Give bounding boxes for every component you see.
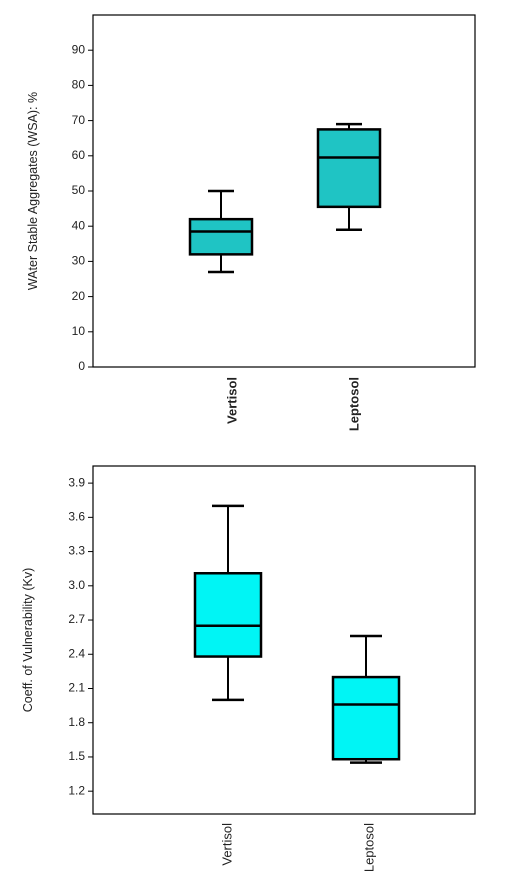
chart-2-y-axis: 1.2 1.5 1.8 2.1 2.4 2.7 3.0 3.3 3.6 3.9 (68, 475, 93, 797)
chart-2-boxes (193, 504, 401, 764)
chart-1-y-tick-label: 0 (78, 359, 85, 373)
chart-2-y-tick-label: 1.2 (68, 783, 85, 797)
chart-1-y-tick-label: 50 (72, 183, 86, 197)
chart-2-box-vertisol (193, 504, 263, 702)
chart-2-y-tick-label: 2.1 (68, 681, 85, 695)
chart-2-y-tick-label: 3.0 (68, 578, 85, 592)
chart-1-box-leptosol (316, 122, 382, 231)
chart-1-y-tick-label: 10 (72, 324, 86, 338)
chart-2-y-tick-label: 2.7 (68, 612, 85, 626)
chart-2-y-tick-label: 1.5 (68, 749, 85, 763)
chart-2-plot-frame (92, 465, 476, 815)
chart-1-y-tick-label: 20 (72, 289, 86, 303)
chart-2: 1.2 1.5 1.8 2.1 2.4 2.7 3.0 3.3 3.6 3.9 Coeff. of… (21, 465, 476, 872)
chart-1-y-tick-label: 90 (72, 42, 86, 56)
chart-1-y-tick-label: 70 (72, 113, 86, 127)
chart-1-y-tick-label: 30 (72, 254, 86, 268)
chart-1-box-leptosol-iqr-box (316, 128, 382, 209)
chart-2-category-label-leptosol: Leptosol (361, 823, 376, 872)
chart-2-y-tick-label: 3.9 (68, 475, 85, 489)
chart-2-y-tick-label: 2.4 (68, 646, 85, 660)
chart-1-category-label-vertisol: Vertisol (224, 377, 239, 424)
chart-1-boxes (188, 122, 382, 274)
chart-1-y-tick-label: 80 (72, 78, 86, 92)
chart-2-box-vertisol-iqr-box (193, 572, 263, 658)
chart-1-y-axis-label: WAter Stable Aggregates (WSA): % (26, 92, 40, 290)
chart-2-y-tick-label: 3.3 (68, 544, 85, 558)
chart-1-box-vertisol (188, 189, 254, 274)
chart-1-y-tick-label: 40 (72, 218, 86, 232)
chart-1-y-axis: 0 10 20 30 40 50 60 70 80 90 (72, 42, 93, 373)
chart-1-y-tick-label: 60 (72, 148, 86, 162)
chart-2-y-tick-label: 3.6 (68, 510, 85, 524)
chart-2-category-label-vertisol: Vertisol (219, 823, 234, 866)
chart-2-y-axis-label: Coeff. of Vulnerability (Kv) (21, 568, 35, 713)
chart-1-plot-frame (92, 14, 476, 368)
chart-2-box-leptosol (331, 634, 401, 764)
chart-1: 0 10 20 30 40 50 60 70 80 90 WAter Stable Aggrega… (26, 14, 476, 431)
chart-2-box-leptosol-iqr-box (331, 675, 401, 761)
chart-1-box-vertisol-iqr-box (188, 217, 254, 256)
chart-1-category-label-leptosol: Leptosol (346, 377, 361, 431)
chart-2-y-tick-label: 1.8 (68, 715, 85, 729)
